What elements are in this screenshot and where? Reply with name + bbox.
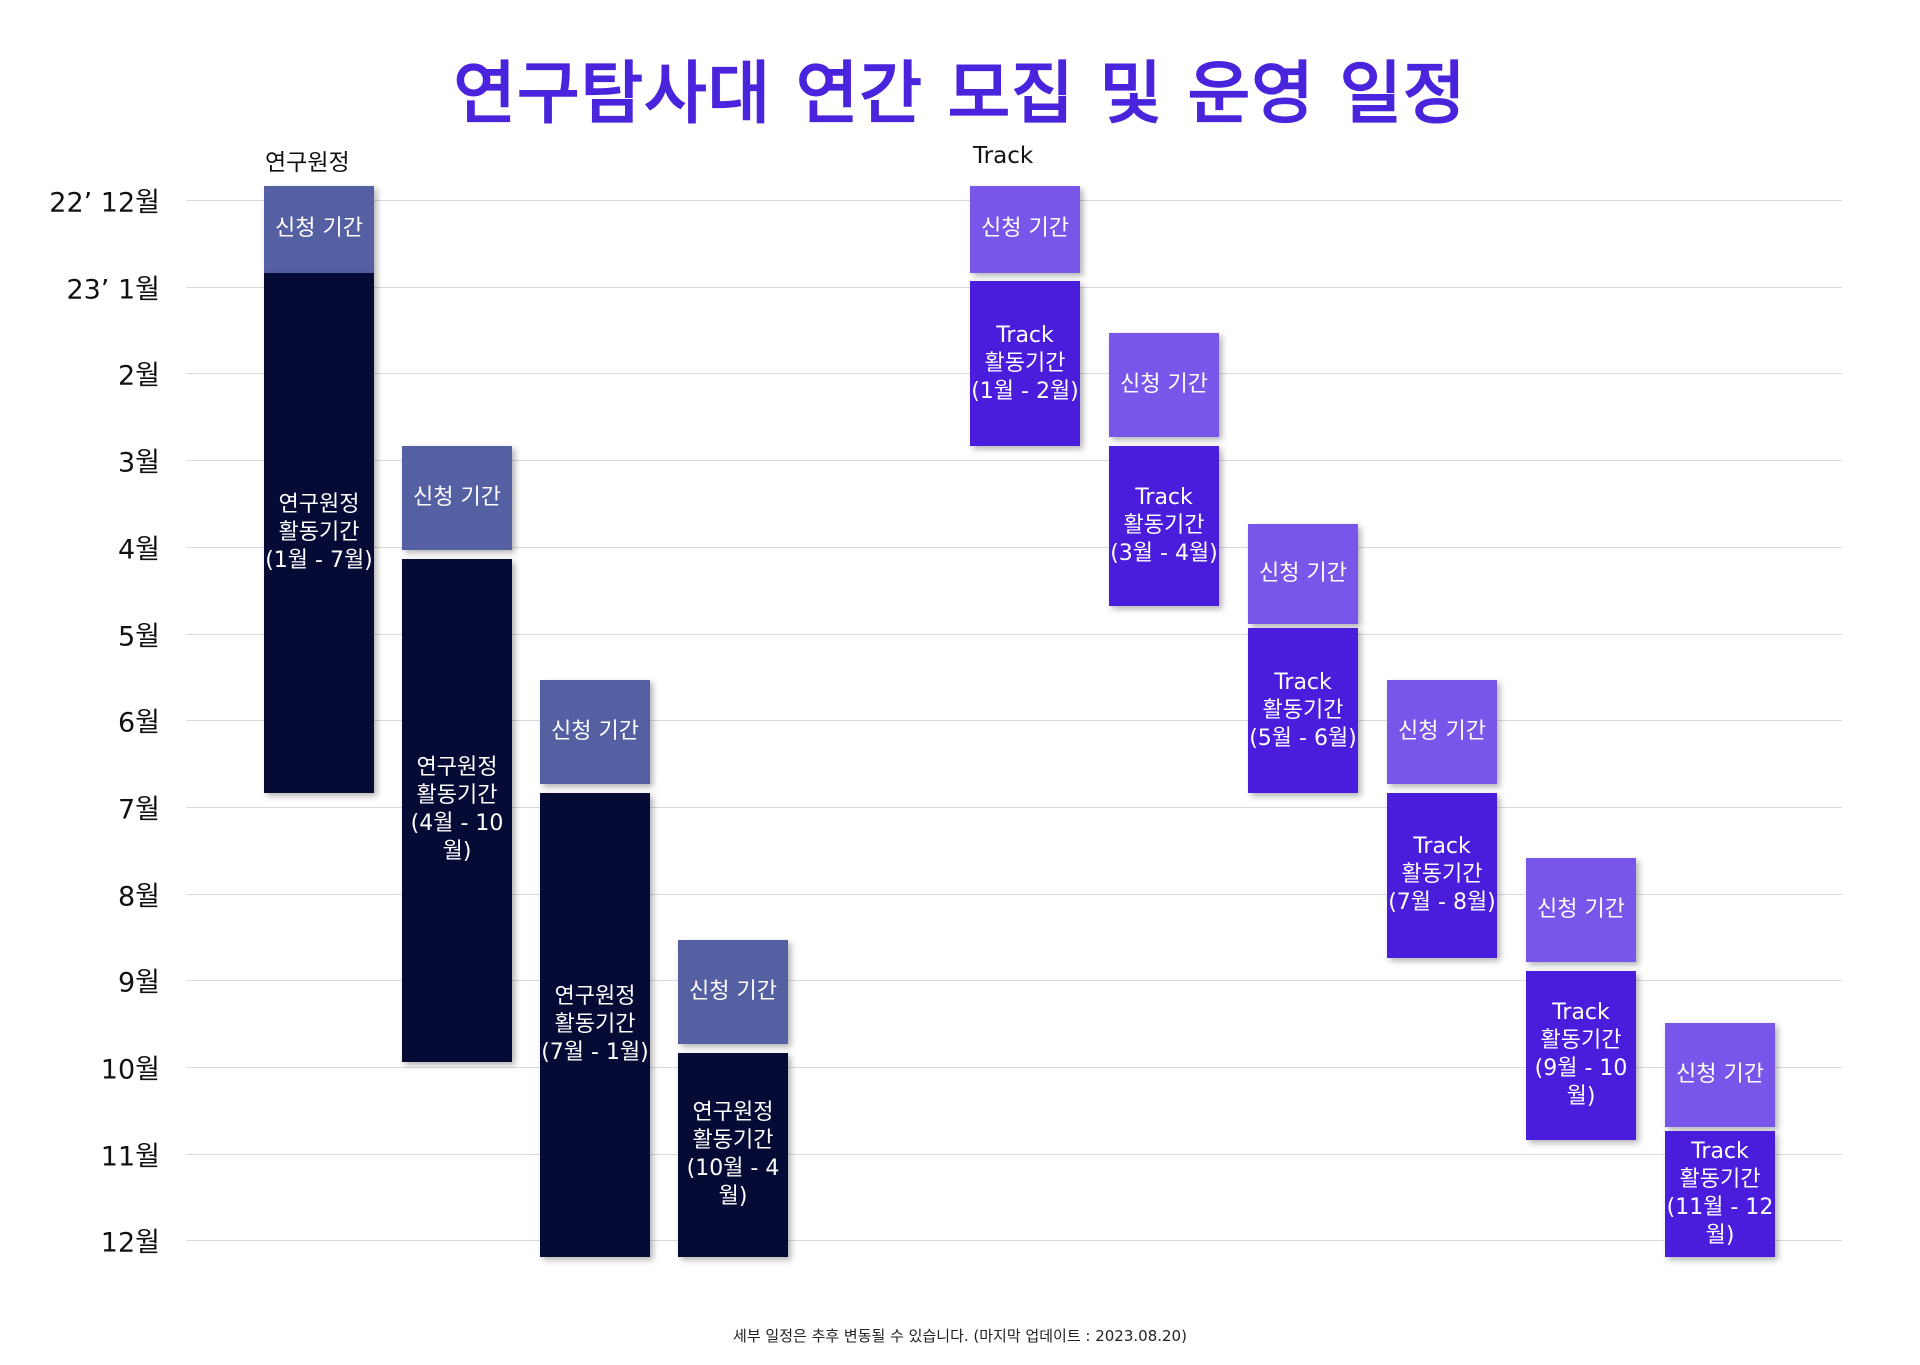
gridline [186,893,1842,895]
application-period-bar: 신청 기간 [1665,1022,1775,1127]
chart-title: 연구탐사대 연간 모집 및 운영 일정 [453,55,1467,134]
y-axis-tick-label: 8월 [117,881,160,913]
activity-period-bar: Track 활동기간 (11월 - 12월) [1665,1131,1775,1257]
activity-period-bar: Track 활동기간 (1월 - 2월) [970,281,1080,447]
y-axis-tick-label: 11월 [100,1141,160,1173]
application-period-bar: 신청 기간 [970,186,1080,273]
bar-label: 신청 기간 [551,719,639,745]
bar-label: 신청 기간 [1676,1061,1764,1087]
application-period-bar: 신청 기간 [678,940,788,1045]
bar-label: 연구원정 활동기간 (4월 - 10월) [410,755,504,865]
y-axis-tick-label: 22’ 12월 [49,187,160,219]
y-axis-tick-label: 6월 [117,707,160,739]
gridline [186,633,1842,635]
activity-period-bar: 연구원정 활동기간 (4월 - 10월) [402,558,512,1062]
activity-period-bar: 연구원정 활동기간 (10월 - 4월) [678,1053,788,1257]
bar-label: 연구원정 활동기간 (10월 - 4월) [686,1099,780,1209]
activity-period-bar: 연구원정 활동기간 (1월 - 7월) [264,272,374,793]
activity-period-bar: 연구원정 활동기간 (7월 - 1월) [540,792,650,1257]
gridline [186,720,1842,722]
bar-label: Track 활동기간 (11월 - 12월) [1666,1138,1774,1248]
gridline [186,806,1842,808]
application-period-bar: 신청 기간 [1387,680,1497,785]
gridline [186,546,1842,548]
bar-label: Track 활동기간 (9월 - 10월) [1534,1000,1628,1110]
bar-label: Track 활동기간 (7월 - 8월) [1388,834,1496,916]
group-label-research: 연구원정 [265,150,350,176]
bar-label: 신청 기간 [1537,896,1625,922]
group-label-track: Track [973,143,1034,169]
y-axis-tick-label: 4월 [117,534,160,566]
bar-label: 신청 기간 [413,485,501,511]
bar-label: 연구원정 활동기간 (1월 - 7월) [265,491,373,573]
gridline [186,1067,1842,1068]
activity-period-bar: Track 활동기간 (7월 - 8월) [1387,792,1497,958]
y-axis-tick-label: 23’ 1월 [66,274,160,306]
bar-label: Track 활동기간 (5월 - 6월) [1249,669,1357,751]
gridline [186,460,1842,462]
bar-label: Track 활동기간 (1월 - 2월) [971,322,1079,404]
y-axis-tick-label: 10월 [100,1054,160,1086]
gridline [186,1153,1842,1155]
y-axis-tick-label: 12월 [100,1227,160,1259]
footnote: 세부 일정은 추후 변동될 수 있습니다. (마지막 업데이트 : 2023.0… [733,1327,1187,1345]
gridline [186,980,1842,982]
bar-label: 신청 기간 [1398,719,1486,745]
bar-label: 신청 기간 [1120,372,1208,398]
application-period-bar: 신청 기간 [1526,857,1636,962]
application-period-bar: 신청 기간 [264,186,374,273]
bar-label: 신청 기간 [981,216,1069,242]
bar-label: 신청 기간 [689,979,777,1005]
bar-label: 신청 기간 [1259,560,1347,586]
bar-label: 신청 기간 [275,216,363,242]
y-axis-tick-label: 5월 [117,621,160,652]
bar-label: 연구원정 활동기간 (7월 - 1월) [541,983,649,1065]
activity-period-bar: Track 활동기간 (3월 - 4월) [1109,446,1219,607]
application-period-bar: 신청 기간 [1248,524,1358,624]
y-axis-tick-label: 2월 [117,360,160,392]
y-axis-tick-label: 3월 [117,447,160,479]
activity-period-bar: Track 활동기간 (5월 - 6월) [1248,628,1358,793]
application-period-bar: 신청 기간 [402,446,512,551]
y-axis-tick-label: 7월 [117,794,160,826]
y-axis-tick-label: 9월 [117,967,160,999]
bar-label: Track 활동기간 (3월 - 4월) [1110,485,1218,567]
activity-period-bar: Track 활동기간 (9월 - 10월) [1526,970,1636,1140]
application-period-bar: 신청 기간 [540,680,650,785]
application-period-bar: 신청 기간 [1109,333,1219,438]
gridline [186,1240,1842,1242]
